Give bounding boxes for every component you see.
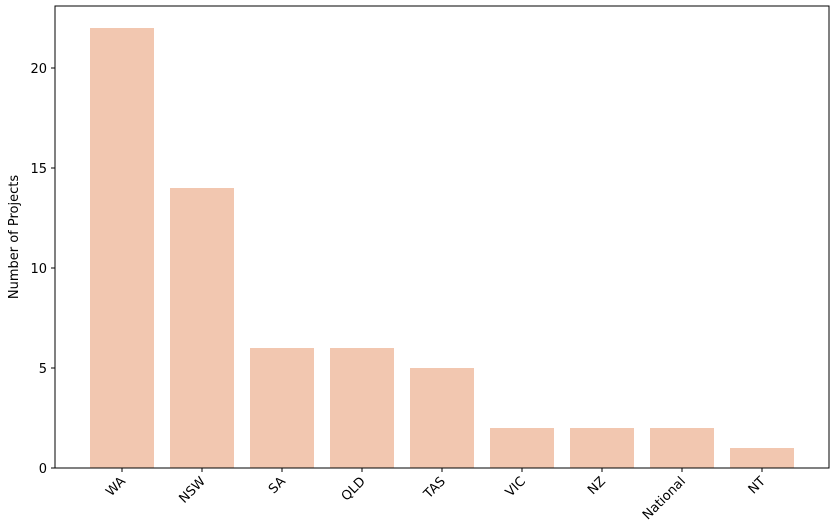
x-tick-label: NT: [746, 474, 769, 497]
x-tick-label: SA: [266, 474, 289, 497]
bar: [490, 428, 554, 468]
x-tick-label: WA: [103, 474, 129, 500]
x-tick-label: VIC: [503, 474, 529, 500]
y-tick-label: 0: [39, 462, 47, 477]
bar: [410, 368, 474, 468]
y-tick-label: 5: [39, 362, 47, 377]
bar: [90, 28, 154, 468]
bar: [170, 188, 234, 468]
bar: [570, 428, 634, 468]
y-tick-label: 20: [30, 62, 47, 77]
x-tick-label: QLD: [339, 474, 369, 504]
x-tick-label: TAS: [420, 474, 448, 502]
x-tick-label: NZ: [585, 474, 609, 498]
x-tick-label: NSW: [176, 474, 209, 507]
plot-frame: [54, 5, 830, 469]
bar: [650, 428, 714, 468]
y-tick-label: 10: [30, 262, 47, 277]
x-tick-label: National: [640, 474, 689, 523]
y-axis-label: Number of Projects: [7, 175, 22, 299]
y-tick-label: 15: [30, 162, 47, 177]
bar: [330, 348, 394, 468]
bar: [250, 348, 314, 468]
bar: [730, 448, 794, 468]
